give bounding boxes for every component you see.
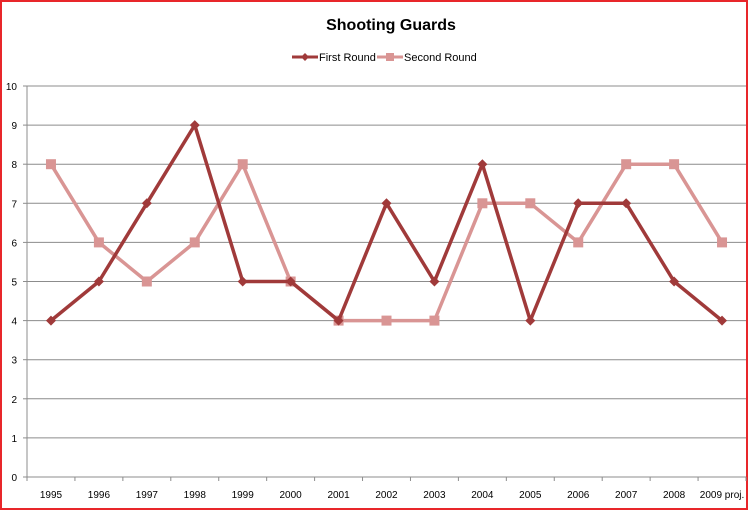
data-point <box>573 198 584 209</box>
x-tick-label: 2007 <box>615 490 638 501</box>
data-point <box>333 315 344 326</box>
x-tick-label: 2003 <box>423 490 446 501</box>
y-axis-tick-labels: 0 1 2 3 4 5 6 7 8 9 10 <box>6 82 18 484</box>
series-group <box>45 120 728 326</box>
data-point <box>669 159 680 170</box>
gridlines <box>23 85 746 478</box>
x-tick-label: 1995 <box>40 490 63 501</box>
data-point <box>45 315 56 326</box>
data-point <box>45 159 56 170</box>
y-tick-label: 9 <box>11 121 17 132</box>
legend-marker-first-round <box>301 53 309 61</box>
data-point <box>237 159 248 170</box>
data-point <box>477 198 488 209</box>
x-tick-label: 2001 <box>327 490 350 501</box>
y-tick-label: 6 <box>11 238 17 249</box>
data-point <box>93 276 104 287</box>
y-tick-label: 4 <box>11 317 17 328</box>
data-point <box>573 237 584 248</box>
y-tick-label: 1 <box>11 434 17 445</box>
data-point <box>429 276 440 287</box>
legend-label-second-round: Second Round <box>404 52 477 64</box>
x-tick-label: 1997 <box>136 490 159 501</box>
y-tick-label: 7 <box>11 199 17 210</box>
x-tick-label: 1999 <box>232 490 255 501</box>
x-axis-tick-labels: 1995 1996 1997 1998 1999 2000 2001 2002 2003 2004… <box>40 490 744 501</box>
y-tick-label: 5 <box>11 278 17 289</box>
series-first-round <box>45 120 728 326</box>
data-point <box>621 198 632 209</box>
data-point <box>141 276 152 287</box>
data-point <box>381 198 392 209</box>
y-tick-label: 2 <box>11 395 17 406</box>
x-tick-label: 2005 <box>519 490 542 501</box>
x-tick-label: 1996 <box>88 490 111 501</box>
data-point <box>429 315 440 326</box>
data-point <box>189 237 200 248</box>
data-point <box>93 237 104 248</box>
data-point <box>717 237 728 248</box>
axes <box>26 86 747 481</box>
data-point <box>717 315 728 326</box>
data-point <box>669 276 680 287</box>
y-tick-label: 10 <box>6 82 18 93</box>
legend-item-second-round: Second Round <box>377 52 477 64</box>
x-tick-label: 2002 <box>375 490 398 501</box>
x-tick-label: 2004 <box>471 490 494 501</box>
chart-title: Shooting Guards <box>326 17 456 34</box>
legend: First Round Second Round <box>292 52 477 64</box>
y-tick-label: 8 <box>11 160 17 171</box>
data-point <box>237 276 248 287</box>
series-second-round <box>45 159 728 326</box>
series-line <box>49 123 724 323</box>
data-point <box>525 315 536 326</box>
legend-item-first-round: First Round <box>292 52 376 64</box>
data-point <box>621 159 632 170</box>
legend-marker-second-round <box>386 53 394 61</box>
data-point <box>285 276 296 287</box>
x-tick-label: 2000 <box>280 490 303 501</box>
data-point <box>141 198 152 209</box>
legend-label-first-round: First Round <box>319 52 376 64</box>
data-point <box>477 159 488 170</box>
y-tick-label: 3 <box>11 356 17 367</box>
data-point <box>189 120 200 131</box>
x-tick-label: 1998 <box>184 490 207 501</box>
data-point <box>525 198 536 209</box>
data-point <box>381 315 392 326</box>
x-tick-label: 2006 <box>567 490 590 501</box>
x-tick-label: 2009 proj. <box>700 490 744 501</box>
x-tick-label: 2008 <box>663 490 686 501</box>
y-tick-label: 0 <box>11 473 17 484</box>
